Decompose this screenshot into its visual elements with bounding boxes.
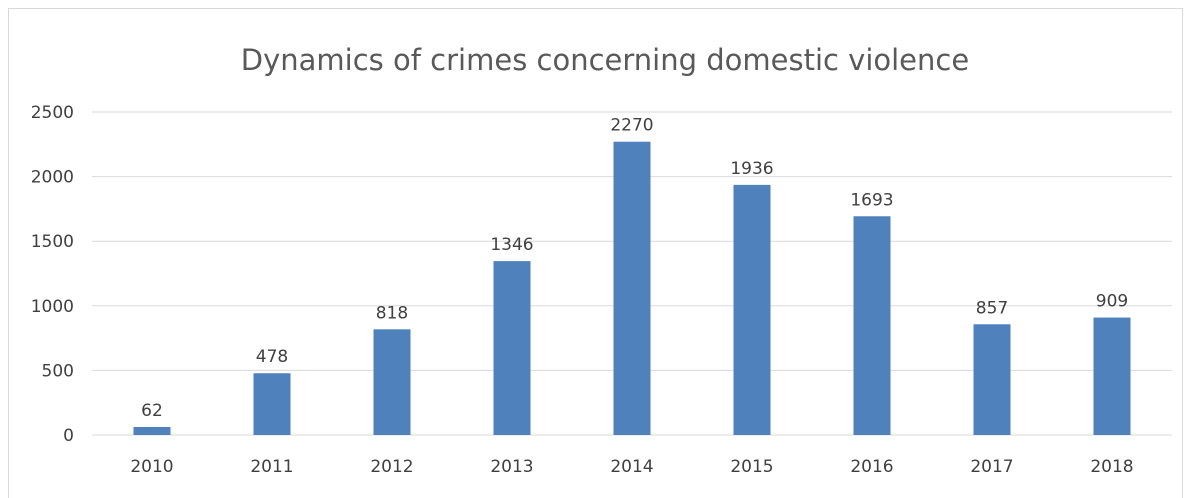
x-tick-label-2016: 2016 bbox=[850, 457, 893, 477]
data-label-2018: 909 bbox=[1096, 292, 1128, 312]
y-tick-labels-group: 0 500 1000 1500 2000 2500 bbox=[31, 103, 74, 446]
x-tick-label-2017: 2017 bbox=[970, 457, 1013, 477]
x-tick-label-2010: 2010 bbox=[130, 457, 173, 477]
bar-2015 bbox=[733, 184, 771, 435]
data-label-2011: 478 bbox=[256, 347, 288, 367]
data-label-2016: 1693 bbox=[850, 190, 893, 210]
data-label-2012: 818 bbox=[376, 303, 408, 323]
x-tick-label-2012: 2012 bbox=[370, 457, 413, 477]
x-tick-labels-group: 2010 2011 2012 2013 2014 2015 2016 2017 2018 bbox=[130, 457, 1133, 477]
data-label-2010: 62 bbox=[141, 401, 163, 421]
y-tick-label: 1000 bbox=[31, 297, 74, 317]
bar-2014 bbox=[613, 141, 651, 435]
bar-2018 bbox=[1093, 317, 1131, 435]
data-label-2013: 1346 bbox=[490, 235, 533, 255]
y-tick-label: 2000 bbox=[31, 168, 74, 188]
bar-2016 bbox=[853, 216, 891, 435]
x-tick-label-2014: 2014 bbox=[610, 457, 653, 477]
bar-2017 bbox=[973, 324, 1011, 435]
data-label-2015: 1936 bbox=[730, 159, 773, 179]
y-tick-label: 2500 bbox=[31, 103, 74, 123]
y-tick-label: 1500 bbox=[31, 232, 74, 252]
bar-2011 bbox=[253, 373, 291, 435]
x-tick-label-2013: 2013 bbox=[490, 457, 533, 477]
x-tick-label-2011: 2011 bbox=[250, 457, 293, 477]
y-tick-label: 500 bbox=[42, 361, 74, 381]
x-tick-label-2018: 2018 bbox=[1090, 457, 1133, 477]
x-tick-label-2015: 2015 bbox=[730, 457, 773, 477]
data-label-2014: 2270 bbox=[610, 116, 653, 136]
chart-title: Dynamics of crimes concerning domestic v… bbox=[241, 43, 969, 77]
bars-group bbox=[133, 141, 1131, 435]
bar-2013 bbox=[493, 261, 531, 435]
bar-2010 bbox=[133, 426, 171, 435]
data-labels-group: 62 478 818 1346 2270 1936 1693 857 909 bbox=[141, 116, 1128, 421]
y-tick-label: 0 bbox=[63, 426, 74, 446]
data-label-2017: 857 bbox=[976, 298, 1008, 318]
bar-2012 bbox=[373, 329, 411, 435]
